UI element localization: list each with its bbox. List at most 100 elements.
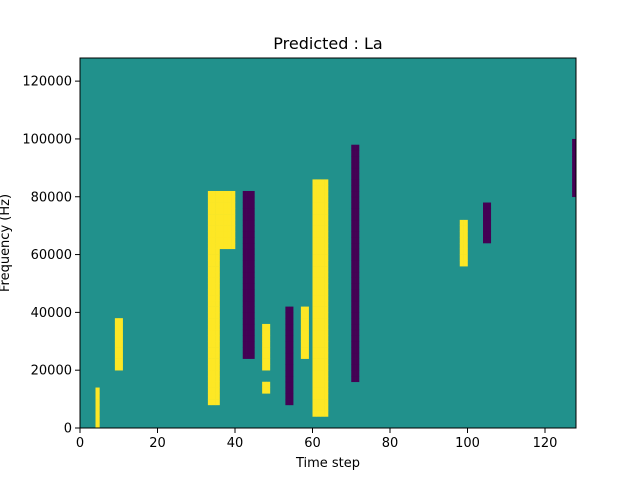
heatmap-cell-low bbox=[351, 341, 356, 348]
heatmap-cell-high bbox=[312, 352, 317, 359]
heatmap-cell-high bbox=[463, 225, 468, 232]
heatmap-cell-high bbox=[215, 387, 220, 394]
heatmap-cell-high bbox=[316, 231, 321, 238]
heatmap-cell-low bbox=[351, 277, 356, 284]
heatmap-cell-high bbox=[320, 196, 325, 203]
heatmap-cell-low bbox=[242, 190, 247, 198]
heatmap-cell-high bbox=[207, 347, 213, 354]
heatmap-cell-high bbox=[324, 352, 329, 359]
heatmap-cell-high bbox=[114, 358, 120, 365]
heatmap-cell-high bbox=[312, 404, 317, 411]
heatmap-cell-high bbox=[227, 231, 232, 238]
heatmap-cell-low bbox=[246, 329, 251, 336]
heatmap-cell-high bbox=[227, 243, 232, 250]
heatmap-cell-high bbox=[262, 329, 267, 336]
heatmap-cell-high bbox=[304, 341, 309, 348]
heatmap-cell-high bbox=[215, 254, 220, 261]
heatmap-cell-high bbox=[312, 381, 317, 388]
heatmap-cell-high bbox=[262, 381, 267, 388]
heatmap-cell-high bbox=[207, 387, 213, 394]
heatmap-cell-low bbox=[246, 347, 251, 354]
heatmap-cell-low bbox=[246, 318, 251, 325]
heatmap-cell-high bbox=[207, 208, 213, 215]
heatmap-cell-high bbox=[219, 202, 224, 209]
heatmap-cell-low bbox=[250, 289, 255, 296]
heatmap-cell-high bbox=[316, 335, 321, 342]
heatmap-cell-high bbox=[211, 219, 216, 226]
heatmap-cell-high bbox=[320, 399, 325, 406]
heatmap-cell-high bbox=[312, 410, 317, 417]
heatmap-cell-high bbox=[320, 248, 325, 255]
heatmap-cell-high bbox=[223, 196, 228, 203]
heatmap-cell-low bbox=[355, 185, 360, 192]
heatmap-cell-high bbox=[320, 225, 325, 232]
heatmap-cell-low bbox=[285, 347, 290, 354]
heatmap-cell-low bbox=[246, 190, 251, 198]
heatmap-cell-high bbox=[312, 358, 317, 365]
heatmap-cell-high bbox=[312, 248, 317, 255]
heatmap-cell-high bbox=[320, 219, 325, 226]
heatmap-cell-low bbox=[289, 393, 294, 400]
heatmap-cell-high bbox=[211, 370, 216, 377]
heatmap-cell-low bbox=[355, 243, 360, 250]
heatmap-cell-low bbox=[486, 202, 492, 209]
heatmap-cell-low bbox=[246, 196, 251, 203]
x-axis-title: Time step bbox=[295, 456, 360, 471]
heatmap-cell-high bbox=[324, 306, 329, 313]
heatmap-cell-high bbox=[207, 231, 213, 238]
heatmap-cell-low bbox=[250, 243, 255, 250]
heatmap-cell-high bbox=[320, 260, 325, 267]
heatmap-cell-low bbox=[355, 335, 360, 342]
heatmap-cell-low bbox=[355, 156, 360, 163]
heatmap-cell-low bbox=[355, 237, 360, 244]
heatmap-cell-low bbox=[289, 329, 294, 336]
heatmap-cell-high bbox=[215, 248, 220, 255]
heatmap-cell-low bbox=[242, 295, 247, 302]
heatmap-cell-high bbox=[211, 323, 216, 331]
heatmap-cell-high bbox=[312, 323, 317, 331]
heatmap-cell-high bbox=[316, 225, 321, 232]
heatmap-cell-low bbox=[246, 295, 251, 302]
heatmap-cell-low bbox=[246, 202, 251, 209]
heatmap-cell-low bbox=[572, 185, 577, 192]
heatmap-cell-high bbox=[95, 393, 100, 400]
heatmap-cell-low bbox=[285, 329, 290, 336]
heatmap-cell-low bbox=[289, 370, 294, 377]
heatmap-cell-high bbox=[211, 248, 216, 255]
heatmap-cell-low bbox=[486, 231, 492, 238]
heatmap-cell-high bbox=[324, 185, 329, 192]
heatmap-cell-low bbox=[351, 173, 356, 180]
heatmap-cell-low bbox=[351, 167, 356, 174]
heatmap-cell-high bbox=[300, 335, 306, 342]
heatmap-cell-low bbox=[289, 306, 294, 313]
heatmap-cell-high bbox=[324, 387, 329, 394]
heatmap-cell-high bbox=[118, 341, 123, 348]
heatmap-cell-low bbox=[246, 260, 251, 267]
heatmap-cell-low bbox=[250, 335, 255, 342]
heatmap-cell-high bbox=[211, 312, 216, 319]
heatmap-cell-low bbox=[289, 318, 294, 325]
heatmap-cell-high bbox=[459, 231, 464, 238]
heatmap-cell-high bbox=[324, 248, 329, 255]
heatmap-cell-high bbox=[324, 260, 329, 267]
heatmap-cell-high bbox=[312, 185, 317, 192]
heatmap-cell-low bbox=[355, 150, 360, 157]
heatmap-cell-high bbox=[95, 387, 100, 394]
heatmap-cell-high bbox=[215, 300, 220, 307]
heatmap-cell-high bbox=[262, 358, 267, 365]
heatmap-cell-low bbox=[572, 179, 577, 186]
heatmap-cell-high bbox=[223, 237, 228, 244]
heatmap-cell-low bbox=[355, 190, 360, 198]
heatmap-cell-high bbox=[320, 283, 325, 290]
heatmap-cell-low bbox=[289, 341, 294, 348]
heatmap-cell-low bbox=[355, 179, 360, 186]
heatmap-cell-high bbox=[211, 202, 216, 209]
heatmap-cell-high bbox=[95, 399, 100, 406]
heatmap-cell-low bbox=[285, 306, 290, 313]
heatmap-cell-high bbox=[316, 237, 321, 244]
heatmap-cell-low bbox=[246, 300, 251, 307]
heatmap-cell-low bbox=[355, 277, 360, 284]
heatmap-cell-low bbox=[351, 312, 356, 319]
heatmap-cell-high bbox=[266, 347, 271, 354]
heatmap-cell-high bbox=[215, 312, 220, 319]
